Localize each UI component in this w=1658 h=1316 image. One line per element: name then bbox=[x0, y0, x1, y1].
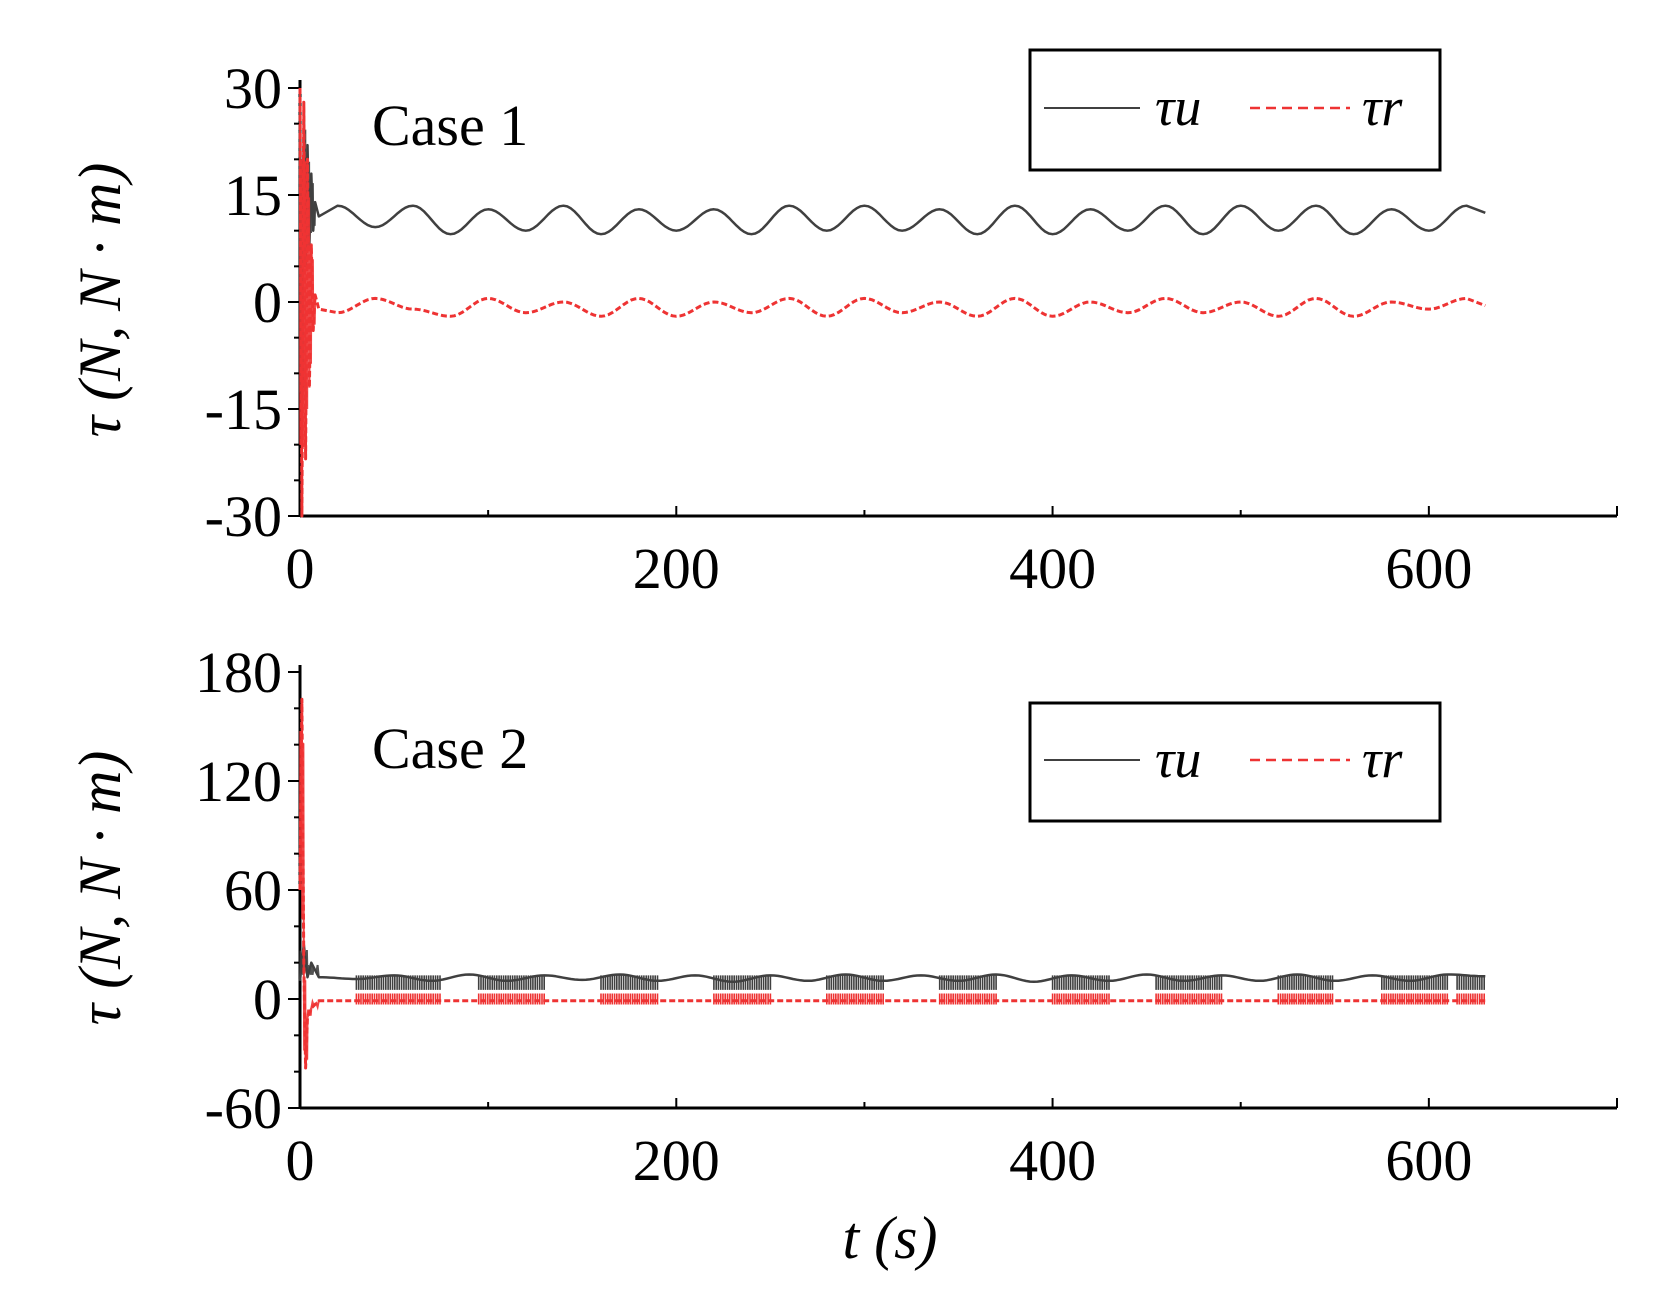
x-tick-label: 200 bbox=[633, 1128, 720, 1193]
x-tick-label: 600 bbox=[1385, 1128, 1472, 1193]
y-tick-label: -60 bbox=[205, 1076, 282, 1141]
x-tick-label: 400 bbox=[1009, 536, 1096, 601]
x-tick-label: 200 bbox=[633, 536, 720, 601]
y-tick-label: 180 bbox=[195, 640, 282, 705]
legend-label-tau-u: τu bbox=[1155, 77, 1201, 137]
panel-label: Case 2 bbox=[372, 716, 528, 781]
series-chatter-tau-u bbox=[826, 975, 884, 990]
series-chatter-tau-r bbox=[1456, 993, 1485, 1005]
y-tick-label: 120 bbox=[195, 749, 282, 814]
legend-box bbox=[1028, 48, 1442, 172]
series-chatter-tau-r bbox=[713, 993, 772, 1005]
series-chatter-tau-u bbox=[1155, 975, 1223, 990]
legend: τu τr bbox=[1028, 48, 1442, 172]
series-chatter-tau-r bbox=[600, 993, 659, 1005]
legend-label-tau-u: τu bbox=[1155, 729, 1201, 789]
series-chatter-tau-u bbox=[938, 975, 997, 990]
y-tick-label: 15 bbox=[224, 163, 282, 228]
legend-box bbox=[1028, 701, 1442, 823]
series-chatter-tau-u bbox=[713, 975, 772, 990]
series-line-tau-u bbox=[298, 101, 1486, 446]
axis-ticks: 0 200 400 600 -30 -15 0 15 30 bbox=[205, 56, 1618, 601]
series-chatter-tau-r bbox=[1381, 993, 1449, 1005]
y-tick-label: -30 bbox=[205, 484, 282, 549]
y-tick-label: 30 bbox=[224, 56, 282, 121]
series-layer bbox=[298, 87, 1486, 518]
y-tick-label: -15 bbox=[205, 377, 282, 442]
x-tick-label: 400 bbox=[1009, 1128, 1096, 1193]
series-transient-tau-u bbox=[299, 944, 320, 981]
legend-label-tau-r: τr bbox=[1362, 77, 1403, 137]
series-transient-tau-r bbox=[299, 699, 320, 1069]
series-line-tau-r bbox=[298, 87, 1486, 518]
series-chatter-tau-r bbox=[1051, 993, 1110, 1005]
series-chatter-tau-u bbox=[1456, 975, 1485, 990]
y-tick-label: 60 bbox=[224, 858, 282, 923]
x-axis-title: t (s) bbox=[843, 1205, 938, 1271]
series-chatter-tau-r bbox=[826, 993, 884, 1005]
series-chatter-tau-r bbox=[1155, 993, 1223, 1005]
series-transient-tau-r bbox=[299, 87, 317, 517]
legend-label-tau-r: τr bbox=[1362, 729, 1403, 789]
x-tick-label: 0 bbox=[286, 536, 315, 601]
panel-label: Case 1 bbox=[372, 93, 528, 158]
series-chatter-tau-r bbox=[477, 993, 545, 1005]
series-chatter-tau-r bbox=[1277, 993, 1334, 1005]
series-chatter-tau-u bbox=[1051, 975, 1110, 990]
series-chatter-tau-u bbox=[1277, 975, 1334, 990]
series-chatter-tau-u bbox=[477, 975, 545, 990]
y-axis-title: τ (N, N · m) bbox=[67, 163, 133, 438]
series-layer bbox=[298, 697, 1486, 1070]
y-tick-label: 0 bbox=[253, 270, 282, 335]
y-tick-label: 0 bbox=[253, 967, 282, 1032]
legend: τu τr bbox=[1028, 701, 1442, 823]
series-chatter-tau-u bbox=[1381, 975, 1449, 990]
series-chatter-tau-r bbox=[355, 993, 441, 1005]
x-tick-label: 0 bbox=[286, 1128, 315, 1193]
series-chatter-tau-r bbox=[938, 993, 997, 1005]
x-tick-label: 600 bbox=[1385, 536, 1472, 601]
series-chatter-tau-u bbox=[355, 975, 441, 990]
panel-case-1: 0 200 400 600 -30 -15 0 15 30 Case 1 τu τr τ (N,… bbox=[67, 48, 1618, 601]
series-chatter-tau-u bbox=[600, 975, 659, 990]
y-axis-title: τ (N, N · m) bbox=[67, 751, 133, 1026]
